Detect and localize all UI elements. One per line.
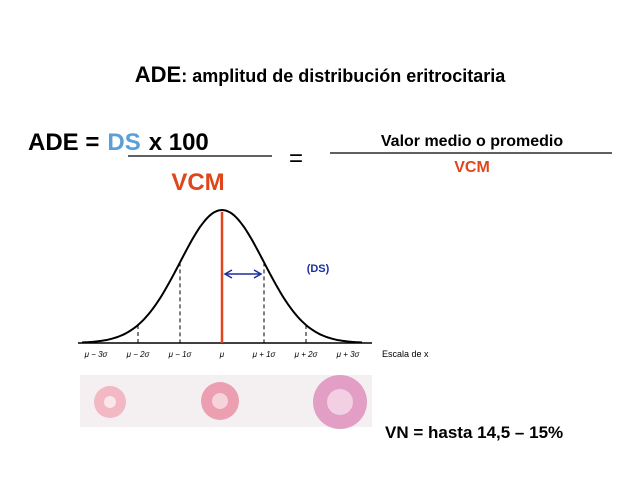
formula-times: x 100 [149,129,209,156]
axis-label: μ − 2σ [126,350,151,359]
axis-title: Escala de x [382,349,429,359]
formula-left: ADE = DS x 100 [28,129,209,156]
cell-center [104,396,116,408]
axis-label: μ − 3σ [84,350,109,359]
equals-sign: = [289,145,303,172]
right-numerator: Valor medio o promedio [381,133,563,150]
axis-label: μ + 1σ [252,350,277,359]
axis-label: μ − 1σ [168,350,193,359]
cell-center [327,389,353,415]
bell-curve-figure: (DS) Escala de x μ − 3σ μ − 2σ μ − 1σ μ μ + … [78,208,429,359]
axis-label: μ + 3σ [336,350,361,359]
ds-label: (DS) [307,263,330,275]
note: VN = hasta 14,5 – 15% [385,423,563,442]
slide-title: ADE: amplitud de distribución eritrocita… [135,62,506,87]
cell-center [212,393,228,409]
right-denominator: VCM [454,159,490,176]
formula-denominator: VCM [171,169,224,196]
formula-ade: ADE = [28,129,99,156]
axis-label: μ [219,350,225,359]
axis-label: μ + 2σ [294,350,319,359]
bell-curve [81,208,363,344]
title-term: ADE [135,62,181,87]
title-rest: : amplitud de distribución eritrocitaria [181,66,506,86]
ds-arrow-heads [223,269,263,279]
formula-ds: DS [107,129,140,156]
